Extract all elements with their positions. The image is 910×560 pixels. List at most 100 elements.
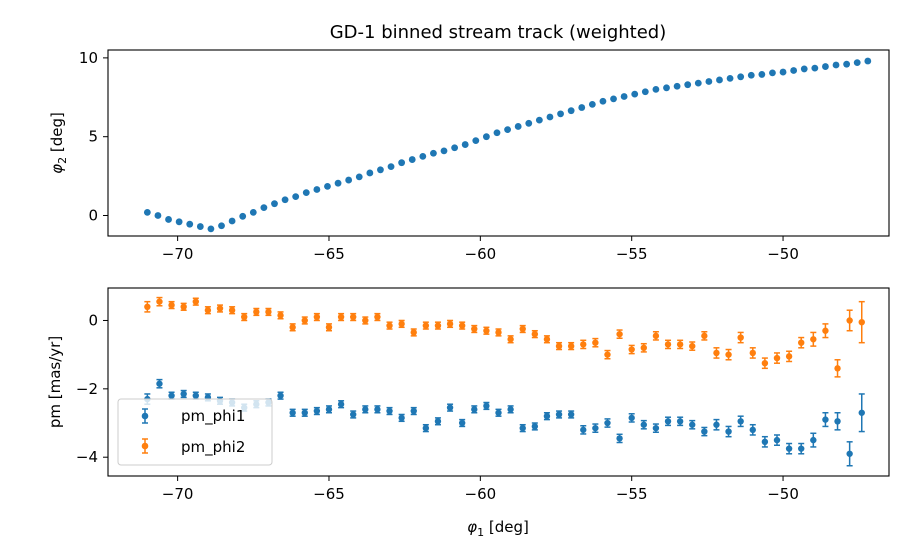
- pm-phi2-point: [144, 303, 151, 310]
- pm-phi2-point-with-errorbar: [362, 316, 369, 325]
- pm-phi2-point-with-errorbar: [810, 331, 817, 347]
- pm-phi1-point: [543, 412, 551, 420]
- pm-phi1-point: [422, 424, 430, 432]
- pm-phi2-point-with-errorbar: [785, 350, 793, 363]
- phi2-point: [324, 182, 331, 190]
- pm-phi2-point: [265, 308, 272, 316]
- phi2-point: [313, 186, 321, 193]
- pm-phi2-point: [410, 329, 417, 336]
- pm-phi2-point: [543, 336, 551, 343]
- top-y-axis-ticks: 0 5 10: [79, 49, 108, 225]
- phi2-point: [716, 76, 723, 84]
- 1-y-tick-label: −4: [76, 448, 98, 466]
- pm-phi1-point: [555, 411, 563, 418]
- phi2-point: [652, 86, 660, 93]
- phi2-point: [557, 110, 564, 118]
- phi2-point: [281, 196, 289, 204]
- phi2-point: [747, 71, 755, 79]
- phi2-point: [472, 137, 480, 145]
- phi2-point: [567, 107, 575, 115]
- pm-phi1-point-with-errorbar: [846, 441, 853, 467]
- pm-phi1-point-with-errorbar: [737, 415, 744, 428]
- pm-phi2-point-with-errorbar: [737, 331, 744, 344]
- pm-phi2-point: [349, 313, 357, 321]
- pm-phi2-point-with-errorbar: [301, 316, 308, 325]
- pm-phi1-point: [810, 436, 817, 444]
- pm-phi2-point: [785, 353, 793, 360]
- phi2-point: [726, 74, 734, 82]
- pm-phi1-point-with-errorbar: [458, 418, 466, 428]
- phi2-point: [514, 123, 522, 130]
- pm-phi2-point-with-errorbar: [773, 352, 781, 364]
- pm-phi1-point: [446, 404, 454, 411]
- pm-phi1-point-with-errorbar: [604, 418, 611, 428]
- pm-phi1-point: [616, 435, 623, 442]
- phi2-point: [334, 179, 342, 187]
- pm-phi1-point-with-errorbar: [386, 406, 393, 416]
- pm-phi1-point: [192, 392, 199, 399]
- pm-phi2-point: [386, 322, 393, 329]
- pm-phi2-point-with-errorbar: [519, 324, 526, 334]
- pm-phi1-point-with-errorbar: [519, 423, 526, 433]
- phi2-point: [504, 126, 511, 134]
- phi2-point: [641, 88, 649, 96]
- phi2-point: [758, 71, 766, 78]
- 0-x-tick-label: −50: [767, 245, 799, 263]
- bottom-x-axis-label: φ1 [deg]: [467, 518, 529, 539]
- legend-label-pm-phi2: pm_phi2: [181, 438, 245, 457]
- phi2-point: [165, 216, 172, 223]
- pm-phi1-point: [834, 418, 841, 425]
- pm-phi2-point-with-errorbar: [289, 323, 296, 332]
- pm-phi2-point-with-errorbar: [156, 296, 163, 307]
- pm-phi1-point-with-errorbar: [349, 410, 357, 419]
- pm-phi1-point-with-errorbar: [580, 425, 587, 435]
- pm-phi2-point: [616, 330, 623, 338]
- pm-phi1-point-with-errorbar: [495, 408, 502, 417]
- phi2-point: [610, 95, 617, 103]
- phi2-point: [451, 144, 459, 152]
- pm-phi1-point: [737, 418, 744, 425]
- pm-phi1-point-with-errorbar: [301, 408, 308, 417]
- phi2-point: [239, 212, 247, 220]
- pm-phi2-point-with-errorbar: [216, 304, 224, 313]
- pm-phi1-point: [495, 409, 502, 416]
- pm-phi2-point-with-errorbar: [228, 306, 236, 315]
- pm-phi2-point: [761, 360, 769, 367]
- pm-phi2-point-with-errorbar: [592, 337, 599, 348]
- pm-phi1-point: [567, 411, 575, 418]
- phi2-point: [249, 208, 257, 216]
- 0-x-tick-label: −55: [616, 245, 648, 263]
- pm-phi1-point: [785, 445, 793, 452]
- pm-phi1-point: [325, 406, 333, 413]
- pm-phi2-point: [507, 336, 514, 343]
- phi2-point: [843, 60, 851, 68]
- pm-phi2-point-with-errorbar: [846, 309, 853, 332]
- pm-phi1-point-with-errorbar: [362, 405, 369, 414]
- pm-phi2-point: [325, 324, 333, 331]
- phi2-point: [482, 133, 490, 141]
- pm-phi2-point: [337, 313, 345, 321]
- pm-phi2-point: [471, 325, 478, 333]
- pm-phi2-point: [834, 365, 841, 372]
- phi2-point: [355, 173, 363, 181]
- pm-phi1-point: [289, 409, 296, 416]
- pm-phi2-point-with-errorbar: [749, 347, 756, 359]
- pm-phi1-point-with-errorbar: [858, 393, 865, 433]
- phi2-point: [143, 208, 151, 216]
- pm-phi2-point-with-errorbar: [241, 312, 248, 322]
- pm-phi2-point: [398, 320, 405, 328]
- pm-phi1-point: [749, 426, 756, 434]
- pm-phi1-point-with-errorbar: [434, 417, 442, 426]
- pm-phi1-point: [761, 438, 769, 446]
- pm-phi2-point-with-errorbar: [313, 312, 321, 322]
- top-panel-frame: [107, 49, 890, 237]
- pm-phi2-point-with-errorbar: [604, 349, 611, 360]
- pm-phi1-point-with-errorbar: [834, 412, 841, 431]
- phi2-point: [525, 119, 533, 127]
- pm-phi1-point-with-errorbar: [822, 412, 829, 428]
- pm-phi1-point: [628, 414, 635, 422]
- pm-phi2-point: [253, 308, 260, 316]
- top-panel-phi2-track: −70 −65 −60 −55 −50 0 5 10 φ2 [deg]: [48, 49, 890, 263]
- 0-x-tick-label: −65: [313, 245, 345, 263]
